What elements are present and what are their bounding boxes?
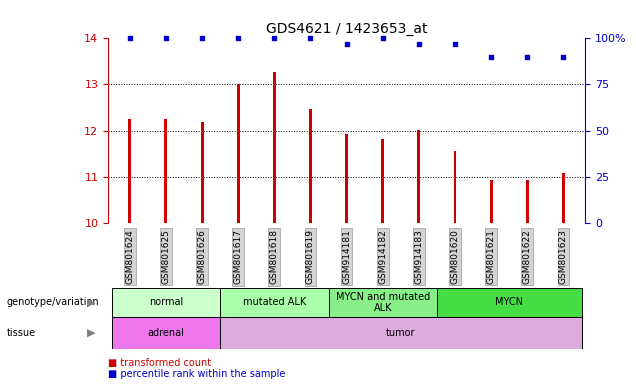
Bar <box>490 180 493 223</box>
Text: GSM801622: GSM801622 <box>523 229 532 284</box>
Text: GSM801621: GSM801621 <box>487 229 495 284</box>
Bar <box>526 180 529 223</box>
Bar <box>237 84 240 223</box>
Bar <box>382 139 384 223</box>
Text: MYCN: MYCN <box>495 297 523 308</box>
Text: GSM801626: GSM801626 <box>198 229 207 284</box>
Text: GSM801617: GSM801617 <box>233 229 243 284</box>
Text: GSM914182: GSM914182 <box>378 229 387 284</box>
Text: ▶: ▶ <box>87 297 95 308</box>
Bar <box>220 317 581 349</box>
Text: GSM801624: GSM801624 <box>125 229 134 284</box>
Text: GSM801623: GSM801623 <box>559 229 568 284</box>
Bar <box>329 288 437 317</box>
Point <box>378 35 388 41</box>
Bar <box>112 317 220 349</box>
Text: ■ percentile rank within the sample: ■ percentile rank within the sample <box>108 369 286 379</box>
Text: GSM801618: GSM801618 <box>270 229 279 284</box>
Bar <box>273 72 276 223</box>
Bar <box>112 288 220 317</box>
Title: GDS4621 / 1423653_at: GDS4621 / 1423653_at <box>266 22 427 36</box>
Text: adrenal: adrenal <box>148 328 184 338</box>
Bar <box>128 119 131 223</box>
Bar <box>437 288 581 317</box>
Point <box>486 54 496 60</box>
Point <box>342 41 352 47</box>
Point <box>305 35 315 41</box>
Text: tissue: tissue <box>6 328 36 338</box>
Text: GSM801625: GSM801625 <box>162 229 170 284</box>
Text: GSM801620: GSM801620 <box>450 229 460 284</box>
Bar <box>562 174 565 223</box>
Point <box>522 54 532 60</box>
Text: GSM801619: GSM801619 <box>306 229 315 284</box>
Bar <box>165 119 167 223</box>
Point <box>233 35 244 41</box>
Bar <box>220 288 329 317</box>
Bar <box>345 134 348 223</box>
Point <box>125 35 135 41</box>
Text: GSM914183: GSM914183 <box>415 229 424 284</box>
Text: GSM914181: GSM914181 <box>342 229 351 284</box>
Text: mutated ALK: mutated ALK <box>243 297 306 308</box>
Bar <box>309 109 312 223</box>
Bar <box>453 151 457 223</box>
Point <box>414 41 424 47</box>
Point <box>269 35 279 41</box>
Text: ■ transformed count: ■ transformed count <box>108 358 211 368</box>
Text: normal: normal <box>149 297 183 308</box>
Text: ▶: ▶ <box>87 328 95 338</box>
Text: genotype/variation: genotype/variation <box>6 297 99 308</box>
Bar <box>200 122 204 223</box>
Point <box>558 54 569 60</box>
Point <box>197 35 207 41</box>
Text: MYCN and mutated
ALK: MYCN and mutated ALK <box>336 291 430 313</box>
Point <box>450 41 460 47</box>
Bar <box>417 130 420 223</box>
Point <box>161 35 171 41</box>
Text: tumor: tumor <box>386 328 415 338</box>
